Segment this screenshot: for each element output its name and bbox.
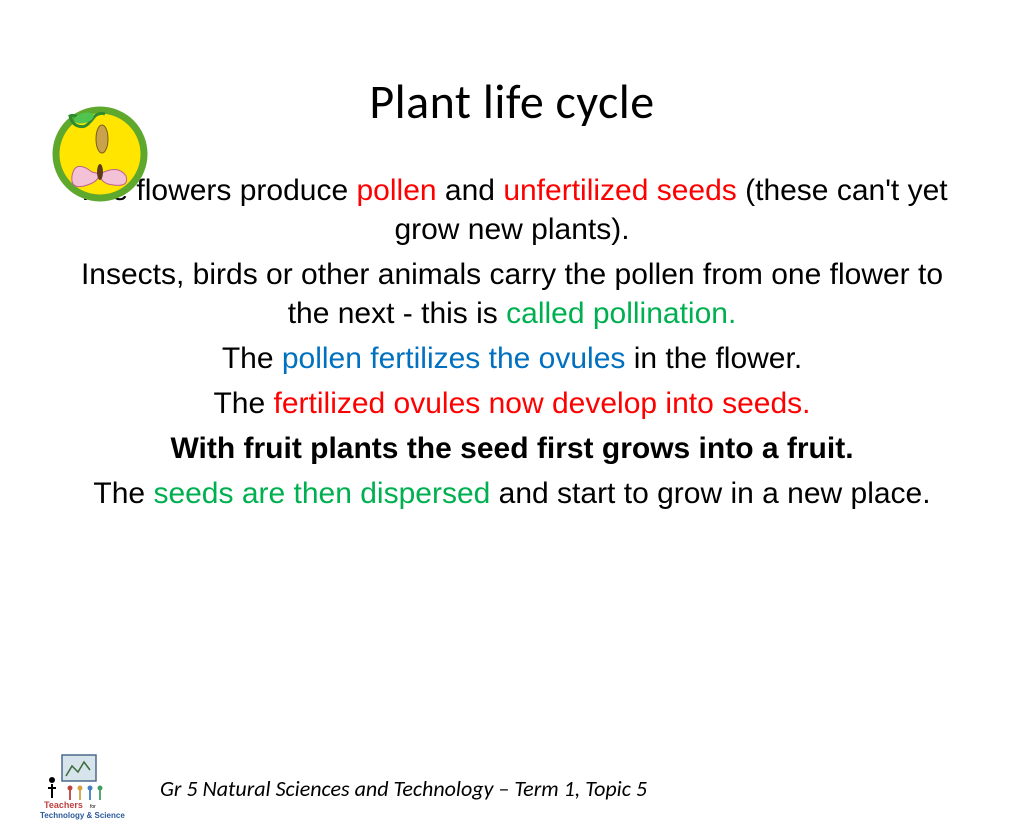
text-segment: and start to grow in a new place. (490, 477, 930, 510)
line-5: With fruit plants the seed first grows i… (67, 429, 957, 468)
text-segment: The (93, 477, 153, 510)
text-segment: in the flower. (625, 342, 802, 375)
body-content: The flowers produce pollen and unfertili… (67, 171, 957, 513)
line-3: The pollen fertilizes the ovules in the … (67, 339, 957, 378)
footer-text: Gr 5 Natural Sciences and Technology – T… (160, 775, 647, 802)
highlight-dispersed: seeds are then dispersed (153, 477, 490, 510)
butterfly-cycle-logo (50, 104, 150, 204)
highlight-pollination: called pollination. (506, 297, 736, 330)
highlight-unfertilized-seeds: unfertilized seeds (503, 174, 736, 207)
svg-text:for: for (90, 804, 96, 810)
page-title: Plant life cycle (0, 72, 1024, 131)
svg-text:Teachers: Teachers (44, 800, 83, 810)
line-2: Insects, birds or other animals carry th… (67, 255, 957, 333)
highlight-pollen: pollen (357, 174, 437, 207)
line-4: The fertilized ovules now develop into s… (67, 384, 957, 423)
svg-text:Technology & Science: Technology & Science (40, 811, 125, 820)
text-segment: and (437, 174, 504, 207)
line-1: The flowers produce pollen and unfertili… (67, 171, 957, 249)
highlight-develop-seeds: fertilized ovules now develop into seeds… (274, 387, 811, 420)
line-6: The seeds are then dispersed and start t… (67, 474, 957, 513)
highlight-fertilizes-ovules: pollen fertilizes the ovules (282, 342, 626, 375)
text-segment: The (213, 387, 273, 420)
text-segment: The (222, 342, 282, 375)
teachers-tech-science-logo: Teachers for Technology & Science (40, 750, 125, 820)
